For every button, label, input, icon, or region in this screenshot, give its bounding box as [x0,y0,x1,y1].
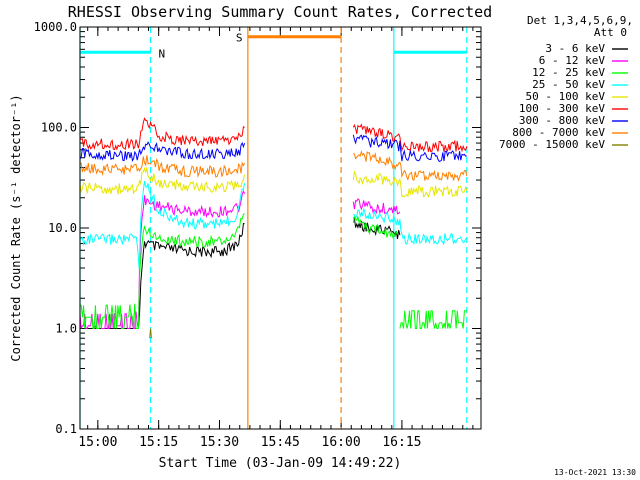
x-tick-label: 16:15 [382,435,421,450]
series-line [79,155,246,178]
legend-label: 12 - 25 keV [532,66,605,79]
x-tick-label: 15:00 [78,435,117,450]
x-tick-label: 15:30 [200,435,239,450]
plot-area: 0.1 1.0 10.0 100.0 1000.0 15:00 15:15 15:30 15:4… [34,20,481,450]
footer-date: 13-Oct-2021 13:30 [554,468,636,477]
x-tick-label: 15:45 [261,435,300,450]
legend-label: 800 - 7000 keV [512,126,605,139]
legend-label: 3 - 6 keV [545,42,605,55]
y-axis-label: Corrected Count Rate (s⁻¹ detector⁻¹) [9,94,23,361]
series-line [399,310,467,329]
series-line [352,123,468,153]
series-line [353,208,467,245]
series-line [352,134,467,162]
y-tick-label: 0.1 [55,422,77,436]
legend-header-line2: Att 0 [594,26,627,39]
series-line [352,198,401,215]
legend-label: 25 - 50 keV [532,78,605,91]
series-line [79,117,245,151]
y-tick-label: 100.0 [41,121,77,135]
legend-header-line1: Det 1,3,4,5,6,9, [527,14,633,27]
series-line [79,166,246,195]
series-line [149,328,152,339]
flag-label: N [159,47,166,60]
legend-label: 50 - 100 keV [526,90,606,103]
x-axis-label: Start Time (03-Jan-09 14:49:22) [159,456,402,471]
y-tick-label: 10.0 [48,221,77,235]
series-line [352,215,399,239]
x-tick-label: 16:00 [322,435,361,450]
plot-frame [79,26,482,430]
series-line [353,150,468,182]
series-line [80,212,245,329]
legend-label: 100 - 300 keV [519,102,605,115]
chart-title: RHESSI Observing Summary Count Rates, Co… [68,3,492,21]
series-line [79,180,246,270]
series-line [79,190,246,330]
legend-label: 7000 - 15000 keV [499,138,605,151]
legend-label: 300 - 800 keV [519,114,605,127]
series-line [79,141,246,163]
y-tick-label: 1000.0 [34,20,77,34]
series-line [352,170,468,198]
flag-label: S [236,32,243,45]
legend-label: 6 - 12 keV [539,54,606,67]
y-tick-label: 1.0 [55,322,77,336]
x-tick-label: 15:15 [139,435,178,450]
